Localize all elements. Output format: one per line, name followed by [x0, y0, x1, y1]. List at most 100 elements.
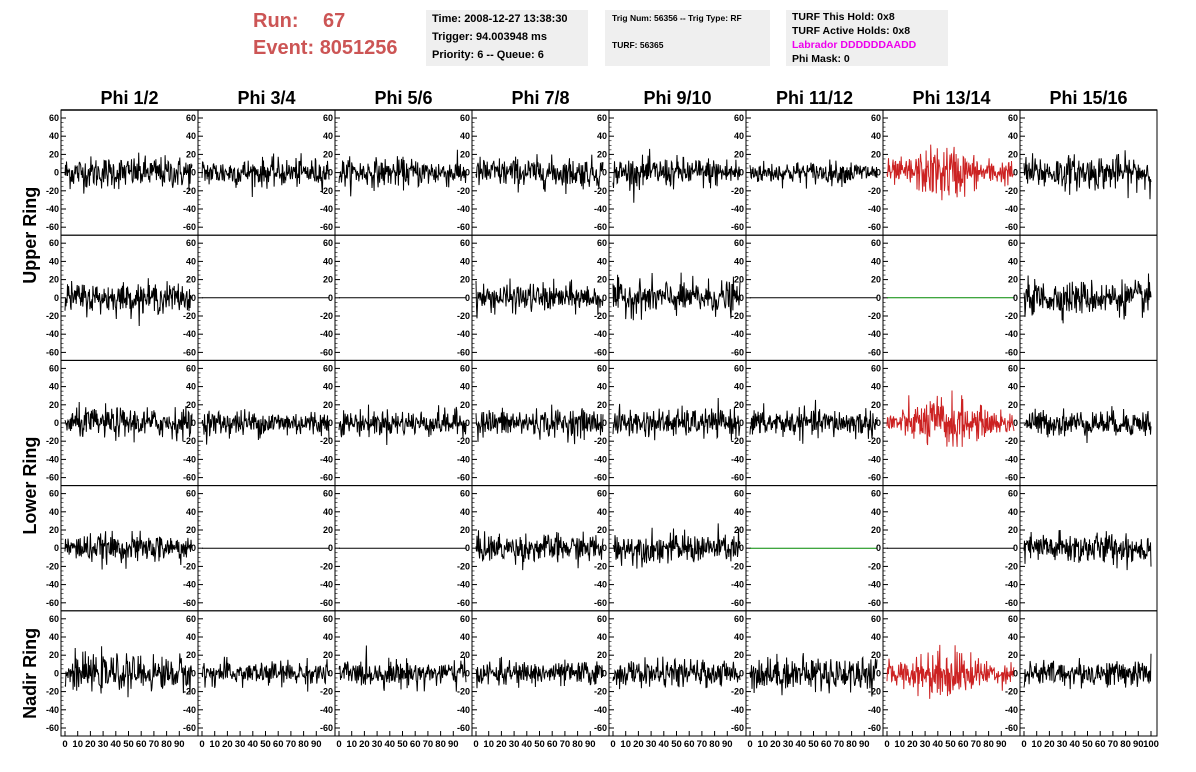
y-tick-label: -40 — [457, 204, 470, 214]
y-tick-label: -40 — [457, 454, 470, 464]
y-tick-label: -40 — [457, 705, 470, 715]
y-tick-label: -20 — [594, 436, 607, 446]
y-tick-label: 40 — [460, 632, 470, 642]
x-tick-label: 10 — [483, 739, 494, 750]
y-tick-label: -60 — [731, 347, 744, 357]
y-tick-label: 20 — [460, 149, 470, 159]
waveform-line — [64, 152, 193, 194]
y-tick-label: 60 — [323, 614, 333, 624]
y-tick-label: -60 — [46, 222, 59, 232]
column-title: Phi 7/8 — [511, 88, 569, 108]
y-tick-label: -20 — [731, 561, 744, 571]
x-tick-label: 10 — [209, 739, 220, 750]
y-tick-label: 40 — [871, 507, 881, 517]
y-tick-label: -60 — [183, 723, 196, 733]
y-tick-label: 40 — [871, 632, 881, 642]
y-tick-label: -40 — [457, 329, 470, 339]
y-tick-label: -40 — [46, 580, 59, 590]
x-tick-label: 60 — [1095, 739, 1106, 750]
y-tick-label: -60 — [46, 347, 59, 357]
x-tick-label: 70 — [971, 739, 982, 750]
y-tick-label: -60 — [320, 222, 333, 232]
turf-info-box: TURF This Hold: 0x8 TURF Active Holds: 0… — [786, 10, 948, 66]
y-tick-label: 60 — [49, 113, 59, 123]
y-tick-label: 60 — [323, 363, 333, 373]
ring-title: Lower Ring — [20, 437, 40, 535]
y-tick-label: 40 — [323, 507, 333, 517]
column-title: Phi 11/12 — [776, 88, 853, 108]
y-tick-label: 40 — [49, 256, 59, 266]
turf-this-hold-text: TURF This Hold: 0x8 — [792, 11, 895, 23]
waveform-line — [886, 390, 1015, 447]
y-tick-label: -20 — [594, 561, 607, 571]
y-tick-label: 20 — [597, 275, 607, 285]
y-tick-label: -20 — [868, 561, 881, 571]
turf-active-holds-text: TURF Active Holds: 0x8 — [792, 25, 911, 37]
panel-frame — [334, 359, 473, 487]
y-tick-label: 0 — [191, 418, 196, 428]
y-tick-label: -40 — [46, 329, 59, 339]
waveform-line — [612, 272, 741, 321]
y-tick-label: 60 — [49, 489, 59, 499]
waveform-line — [475, 404, 604, 445]
x-tick-label: 30 — [98, 739, 109, 750]
y-tick-label: -20 — [1005, 311, 1018, 321]
y-tick-label: 20 — [597, 525, 607, 535]
y-tick-label: 60 — [1008, 113, 1018, 123]
y-tick-label: -20 — [868, 186, 881, 196]
y-tick-label: -60 — [320, 723, 333, 733]
y-tick-label: -20 — [183, 687, 196, 697]
y-tick-label: 60 — [1008, 489, 1018, 499]
y-tick-label: 20 — [323, 650, 333, 660]
y-tick-label: -20 — [1005, 687, 1018, 697]
x-tick-label: 50 — [123, 739, 134, 750]
x-tick-label: 40 — [111, 739, 122, 750]
y-tick-label: 40 — [49, 632, 59, 642]
x-tick-label: 90 — [585, 739, 596, 750]
y-tick-label: 40 — [1008, 382, 1018, 392]
x-tick-label: 0 — [747, 739, 752, 750]
x-tick-label: 80 — [572, 739, 583, 750]
y-tick-label: 60 — [460, 614, 470, 624]
y-tick-label: 20 — [871, 650, 881, 660]
waveform-line — [64, 646, 193, 698]
x-tick-label: 30 — [783, 739, 794, 750]
y-tick-label: -20 — [320, 436, 333, 446]
x-tick-label: 80 — [709, 739, 720, 750]
y-tick-label: -60 — [868, 347, 881, 357]
y-tick-label: -40 — [731, 580, 744, 590]
y-tick-label: 60 — [871, 614, 881, 624]
y-tick-label: 0 — [1013, 293, 1018, 303]
x-tick-label: 0 — [336, 739, 341, 750]
y-tick-label: -60 — [457, 347, 470, 357]
y-tick-label: 60 — [186, 113, 196, 123]
y-tick-label: -20 — [46, 561, 59, 571]
y-tick-label: 40 — [460, 507, 470, 517]
x-tick-label: 30 — [1057, 739, 1068, 750]
y-tick-label: 20 — [49, 275, 59, 285]
y-tick-label: -20 — [46, 687, 59, 697]
waveform-line — [475, 154, 604, 195]
y-tick-label: 60 — [460, 363, 470, 373]
column-title: Phi 13/14 — [912, 88, 990, 108]
y-tick-label: 40 — [49, 507, 59, 517]
y-tick-label: 60 — [323, 113, 333, 123]
x-tick-label: 20 — [770, 739, 781, 750]
y-tick-label: 0 — [54, 418, 59, 428]
x-tick-label: 40 — [385, 739, 396, 750]
waveform-line — [1023, 529, 1152, 571]
x-tick-label: 20 — [1044, 739, 1055, 750]
y-tick-label: 0 — [876, 168, 881, 178]
y-tick-label: 60 — [323, 489, 333, 499]
y-tick-label: 0 — [739, 668, 744, 678]
y-tick-label: -40 — [1005, 454, 1018, 464]
x-tick-label: 50 — [671, 739, 682, 750]
y-tick-label: -20 — [183, 436, 196, 446]
y-tick-label: -60 — [1005, 598, 1018, 608]
y-tick-label: 40 — [49, 382, 59, 392]
y-tick-label: 40 — [1008, 256, 1018, 266]
y-tick-label: -60 — [1005, 723, 1018, 733]
x-tick-label: 80 — [983, 739, 994, 750]
y-tick-label: 60 — [871, 113, 881, 123]
